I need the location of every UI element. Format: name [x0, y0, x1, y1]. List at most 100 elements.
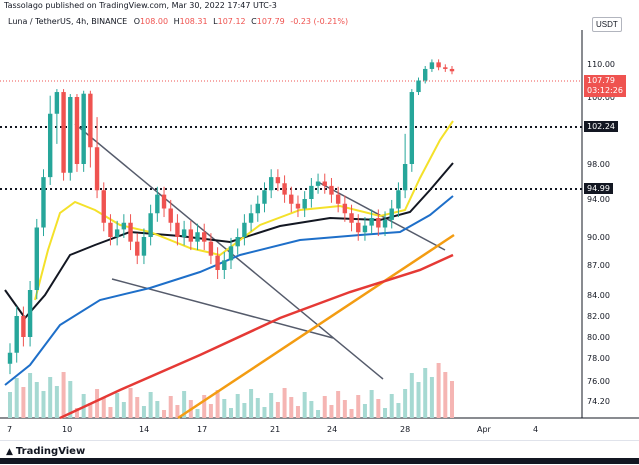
- candle-body: [135, 241, 140, 256]
- volume-bar: [329, 405, 334, 418]
- candle-body: [168, 208, 173, 223]
- candle-body: [335, 194, 341, 204]
- candle-body: [356, 222, 361, 233]
- volume-bar: [416, 382, 421, 418]
- candle-body: [322, 181, 327, 186]
- candle-body: [222, 260, 227, 270]
- volume-bar: [175, 405, 180, 418]
- candle-body: [349, 213, 354, 223]
- volume-bar: [74, 408, 79, 418]
- volume-bar: [115, 393, 120, 418]
- candle-body: [34, 227, 39, 290]
- candle-body: [121, 222, 127, 230]
- candle-body: [208, 241, 214, 256]
- candle-body: [215, 255, 220, 270]
- candle-body: [235, 237, 240, 247]
- volume-bar: [356, 395, 361, 418]
- volume-bar: [269, 393, 274, 418]
- volume-bar: [409, 373, 414, 418]
- volume-bar: [229, 408, 233, 418]
- volume-bar: [182, 391, 187, 418]
- volume-bar: [275, 402, 280, 418]
- volume-bar: [369, 390, 374, 418]
- brand-label: TradingView: [15, 446, 86, 457]
- x-tick-label: 4: [533, 425, 538, 434]
- volume-bar: [168, 396, 173, 418]
- x-tick-label: 7: [7, 425, 12, 434]
- y-tick-label: 84.00: [587, 291, 610, 300]
- volume-bar: [255, 398, 260, 418]
- volume-bar: [8, 392, 12, 418]
- volume-bar: [34, 382, 39, 418]
- tv-icon: ▲: [6, 447, 13, 457]
- volume-bar: [322, 396, 327, 418]
- tradingview-logo[interactable]: ▲ TradingView: [6, 446, 85, 457]
- volume-bar: [423, 368, 428, 418]
- candle-body: [81, 93, 86, 164]
- x-tick-label: 14: [139, 425, 149, 434]
- volume-bar: [302, 392, 307, 418]
- close-label: C: [251, 17, 257, 26]
- candle-body: [27, 290, 33, 337]
- candle-body: [396, 190, 401, 209]
- volume-bar: [316, 410, 321, 418]
- y-tick-label: 90.00: [587, 233, 610, 242]
- volume-bar: [101, 398, 106, 418]
- volume-bar: [68, 381, 73, 418]
- candle-body: [7, 352, 13, 364]
- y-tick-label: 76.00: [587, 377, 610, 386]
- volume-bar: [342, 400, 347, 418]
- volume-bar: [28, 373, 33, 418]
- volume-bar: [195, 409, 200, 418]
- candle-body: [309, 185, 314, 199]
- candle-body: [141, 237, 147, 256]
- candle-body: [416, 80, 421, 93]
- x-tick-label: 21: [270, 425, 280, 434]
- volume-bar: [429, 377, 434, 418]
- candle-body: [262, 190, 267, 204]
- volume-bar: [362, 404, 367, 418]
- currency-selector[interactable]: USDT: [592, 17, 622, 32]
- volume-bar: [309, 401, 314, 418]
- x-tick-label: 17: [197, 425, 207, 434]
- candle-body: [195, 232, 200, 242]
- candle-body: [14, 316, 19, 353]
- volume-bar: [208, 404, 213, 418]
- bottom-strip: [0, 458, 639, 464]
- y-tick-label: 87.00: [587, 261, 610, 270]
- volume-bar: [336, 391, 341, 418]
- candle-body: [61, 92, 66, 173]
- last-price-value: 107.79: [587, 76, 615, 85]
- candle-body: [362, 225, 368, 233]
- ma-black: [4, 162, 454, 320]
- candle-body: [255, 203, 260, 214]
- x-tick-label: 28: [400, 425, 410, 434]
- candle-body: [248, 213, 254, 223]
- candle-body: [423, 68, 428, 81]
- candle-body: [289, 194, 294, 204]
- symbol-pair: Luna / TetherUS, 4h, BINANCE: [8, 17, 128, 26]
- low-value: 107.12: [217, 17, 246, 26]
- candle-body: [342, 203, 348, 214]
- volume-bar: [135, 397, 140, 418]
- price-chart[interactable]: 110.00 100.00 98.00 94.00 90.00 87.00 84.00 82.…: [0, 0, 639, 440]
- volume-bar: [450, 381, 454, 418]
- candle-body: [443, 67, 448, 69]
- candle-body: [181, 229, 187, 237]
- candle-body: [94, 147, 100, 191]
- candle-body: [108, 222, 113, 237]
- candle-body: [54, 92, 60, 114]
- change-value: -0.23 (-0.21%): [290, 17, 349, 26]
- candle-body: [275, 177, 281, 184]
- volume-bar: [162, 410, 167, 418]
- volume-bar: [396, 403, 401, 418]
- candle-body: [382, 219, 388, 228]
- volume-bar: [121, 402, 126, 418]
- candle-body: [268, 177, 274, 191]
- candle-body: [315, 181, 321, 186]
- volume-bar: [242, 403, 247, 418]
- candle-body: [88, 93, 93, 148]
- volume-bar: [262, 407, 267, 418]
- volume-bar: [128, 388, 133, 418]
- volume-bar: [14, 378, 19, 418]
